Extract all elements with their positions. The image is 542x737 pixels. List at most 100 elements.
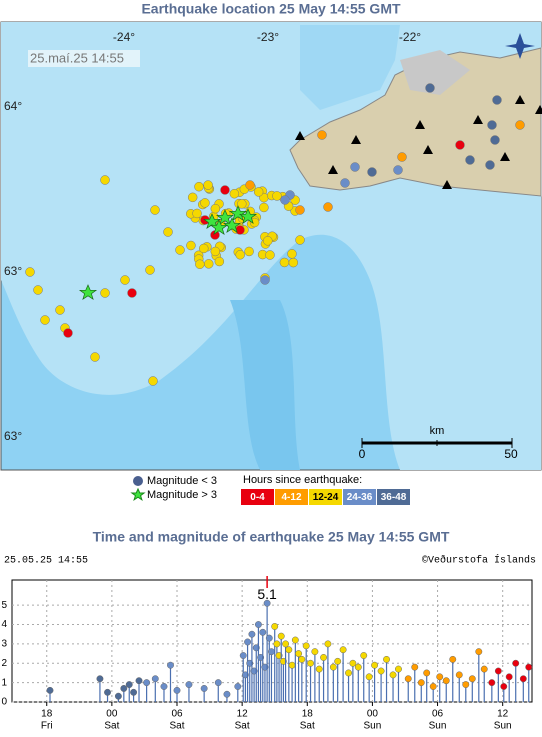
epicenter [488,121,497,130]
event [423,670,429,676]
epicenter [164,228,173,237]
epicenter [289,258,298,267]
event [495,668,501,674]
epicenter [236,250,245,259]
epicenter [281,196,290,205]
event [469,676,475,682]
legend-label: 24-36 [347,492,373,503]
epicenter [246,181,255,190]
event [366,674,372,680]
event [355,664,361,670]
epicenter [266,251,275,260]
epicenter [101,289,110,298]
event [143,679,149,685]
event [167,662,173,668]
x-tick-label: 18 [302,709,314,720]
event [405,676,411,682]
event [412,664,418,670]
epicenter [194,182,203,191]
event [274,641,280,647]
epicenter [204,181,213,190]
lat-label: 63° [4,264,22,278]
event [260,629,266,635]
event [152,676,158,682]
y-tick-label: 3 [1,639,7,650]
legend-star [132,489,144,500]
epicenter [215,257,224,266]
event [383,656,389,662]
event [249,631,255,637]
event [289,662,295,668]
event [526,664,532,670]
map: 25.maí.25 14:55 -24° -23° -22° 64° 63° 6… [1,22,542,470]
event [443,677,449,683]
epicenter [368,168,377,177]
x-day-label: Fri [41,721,53,732]
event [456,672,462,678]
event [340,647,346,653]
event [450,656,456,662]
event [240,652,246,658]
epicenter [254,187,263,196]
epicenter [188,193,197,202]
epicenter [221,186,230,195]
event [292,637,298,643]
event [418,679,424,685]
y-tick-label: 1 [1,677,7,688]
x-tick-label: 06 [171,709,183,720]
epicenter [195,260,204,269]
event [303,643,309,649]
event [186,681,192,687]
x-day-label: Sat [170,721,185,732]
epicenter [211,204,220,213]
epicenter [287,249,296,258]
event [295,650,301,656]
epicenter [176,246,185,255]
epicenter [491,136,500,145]
event [325,641,331,647]
epicenter [236,226,245,235]
legend-label: 4-12 [281,492,301,503]
lon-label: -23° [257,30,279,44]
epicenter [466,156,475,165]
epicenter [199,244,208,253]
y-tick-label: 5 [1,600,7,611]
epicenter [34,286,43,295]
event [126,681,132,687]
event [307,660,313,666]
x-day-label: Sat [104,721,119,732]
epicenter [324,203,333,212]
lat-label: 63° [4,429,22,443]
x-tick-label: 12 [497,709,509,720]
chart-title: Time and magnitude of earthquake 25 May … [93,529,450,545]
event [255,621,261,627]
epicenter [121,276,130,285]
legend-label: 12-24 [313,492,339,503]
event [312,648,318,654]
legend-label: 36-48 [381,492,407,503]
epicenter [41,316,50,325]
epicenter [245,247,254,256]
event [395,666,401,672]
event [437,674,443,680]
event [244,639,250,645]
epicenter [394,166,403,175]
event [286,647,292,653]
scale-unit: km [430,425,445,437]
epicenter [211,247,220,256]
credit: ©Veðurstofa Íslands [422,553,536,567]
event [378,668,384,674]
epicenter [230,189,239,198]
epicenter [493,96,502,105]
event [316,666,322,672]
event [224,691,230,697]
lat-label: 64° [4,99,22,113]
event [330,664,336,670]
epicenter [398,153,407,162]
event [282,641,288,647]
event [520,676,526,682]
epicenter [128,289,137,298]
x-day-label: Sat [300,721,315,732]
